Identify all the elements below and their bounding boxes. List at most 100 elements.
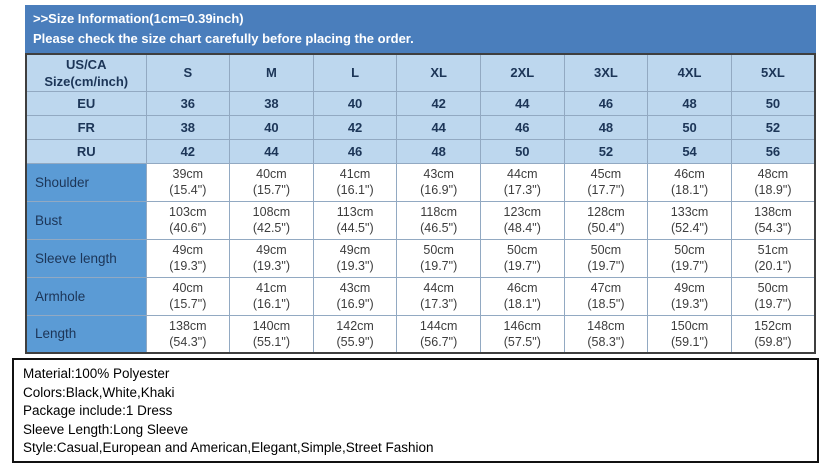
measurement-value-cell: 40cm (15.7") [229, 162, 314, 202]
measurement-row-label: Bust [25, 200, 147, 240]
measurement-inch-value: (15.7") [252, 183, 290, 197]
region-size-cell: 46 [312, 138, 398, 164]
measurement-inch-value: (19.7") [754, 297, 792, 311]
measurement-cm-value: 50cm [507, 243, 538, 257]
measurement-inch-value: (19.7") [587, 259, 625, 273]
measurement-value-cell: 142cm (55.9") [312, 314, 398, 354]
measurement-cm-value: 138cm [754, 205, 792, 219]
measurement-inch-value: (42.5") [252, 221, 290, 235]
measurement-value-cell: 49cm (19.3") [145, 238, 231, 278]
measurement-inch-value: (40.6") [169, 221, 207, 235]
measurement-cm-value: 142cm [336, 318, 374, 333]
measurement-value-cell: 40cm (15.7") [145, 276, 231, 316]
measurement-inch-value: (19.7") [671, 259, 709, 273]
measurement-inch-value: (17.7") [587, 183, 625, 197]
measurement-value-cell: 118cm (46.5") [396, 200, 481, 240]
banner-title: >>Size Information(1cm=0.39inch) [33, 11, 244, 26]
region-size-cell: 38 [145, 114, 231, 140]
region-row: RU 42 44 46 48 50 52 54 56 [25, 138, 816, 164]
measurement-row: Length 138cm (54.3") 140cm (55.1") 142cm (55.9… [25, 314, 816, 354]
measurement-value-cell: 108cm (42.5") [229, 200, 314, 240]
measurement-cm-value: 118cm [420, 205, 457, 219]
measurement-value-cell: 138cm (54.3") [730, 200, 816, 240]
measurement-inch-value: (18.1") [671, 183, 709, 197]
measurement-inch-value: (19.3") [252, 259, 290, 273]
region-size-cell: 50 [647, 114, 732, 140]
measurement-inch-value: (19.3") [169, 259, 207, 273]
measurement-cm-value: 47cm [590, 281, 622, 295]
measurement-value-cell: 43cm (16.9") [312, 276, 398, 316]
measurement-value-cell: 103cm (40.6") [145, 200, 231, 240]
measurement-inch-value: (59.8") [754, 334, 792, 349]
measurement-value-cell: 41cm (16.1") [229, 276, 314, 316]
measurement-inch-value: (46.5") [420, 221, 458, 235]
measurement-inch-value: (48.4") [503, 221, 541, 235]
measurement-cm-value: 49cm [256, 243, 287, 257]
measurement-cm-value: 50cm [674, 243, 705, 257]
measurement-inch-value: (55.9") [336, 334, 374, 349]
measurement-cm-value: 41cm [339, 167, 371, 181]
measurement-value-cell: 50cm (19.7") [563, 238, 649, 278]
measurement-inch-value: (59.1") [671, 334, 709, 349]
banner-subtitle: Please check the size chart carefully be… [33, 31, 414, 46]
measurement-inch-value: (16.1") [336, 183, 374, 197]
measurement-value-cell: 46cm (18.1") [480, 276, 565, 316]
measurement-inch-value: (19.7") [420, 259, 458, 273]
measurement-row-label: Length [25, 314, 147, 354]
measurement-inch-value: (18.9") [754, 183, 792, 197]
size-info-banner: >>Size Information(1cm=0.39inch) Please … [25, 5, 816, 53]
measurement-value-cell: 50cm (19.7") [480, 238, 565, 278]
region-row-label: FR [25, 114, 147, 140]
measurement-value-cell: 49cm (19.3") [647, 276, 732, 316]
measurement-value-cell: 123cm (48.4") [480, 200, 565, 240]
measurement-inch-value: (57.5") [503, 334, 541, 349]
measurement-cm-value: 48cm [757, 167, 789, 181]
region-size-cell: 40 [312, 90, 398, 116]
measurement-cm-value: 39cm [172, 167, 204, 181]
measurement-inch-value: (18.1") [503, 297, 541, 311]
region-size-cell: 42 [145, 138, 231, 164]
measurement-cm-value: 49cm [172, 243, 204, 257]
measurement-cm-value: 50cm [423, 243, 454, 257]
measurement-value-cell: 47cm (18.5") [563, 276, 649, 316]
region-row: EU 36 38 40 42 44 46 48 50 [25, 90, 816, 116]
size-chart-table: US/CA Size(cm/inch) S M L XL 2XL 3XL 4XL 5XL EU 36 3… [25, 53, 816, 354]
measurement-cm-value: 113cm [336, 205, 374, 219]
region-size-cell: 52 [730, 114, 816, 140]
measurement-cm-value: 103cm [169, 205, 207, 219]
region-size-cell: 44 [396, 114, 481, 140]
measurement-row: Sleeve length 49cm (19.3") 49cm (19.3") 49cm (… [25, 238, 816, 278]
measurement-cm-value: 50cm [590, 243, 622, 257]
measurement-value-cell: 140cm (55.1") [229, 314, 314, 354]
product-info-box: Material:100% Polyester Colors:Black,Whi… [12, 358, 819, 463]
measurement-inch-value: (56.7") [420, 334, 458, 349]
measurement-inch-value: (17.3") [503, 183, 541, 197]
measurement-inch-value: (16.1") [252, 297, 290, 311]
region-row: FR 38 40 42 44 46 48 50 52 [25, 114, 816, 140]
measurement-inch-value: (19.3") [336, 259, 374, 273]
corner-header-line: Size(cm/inch) [44, 73, 129, 89]
measurement-value-cell: 51cm (20.1") [730, 238, 816, 278]
measurement-value-cell: 46cm (18.1") [647, 162, 732, 202]
measurement-cm-value: 152cm [754, 318, 792, 333]
measurement-inch-value: (18.5") [587, 297, 625, 311]
measurement-row-label: Sleeve length [25, 238, 147, 278]
region-size-cell: 48 [563, 114, 649, 140]
region-size-cell: 50 [730, 90, 816, 116]
measurement-cm-value: 123cm [503, 205, 542, 219]
measurement-row-label: Armhole [25, 276, 147, 316]
measurement-inch-value: (55.1") [252, 334, 290, 349]
measurement-inch-value: (20.1") [754, 259, 792, 273]
measurement-value-cell: 128cm (50.4") [563, 200, 649, 240]
measurement-cm-value: 144cm [419, 318, 458, 333]
measurement-value-cell: 144cm (56.7") [396, 314, 481, 354]
region-size-cell: 44 [229, 138, 314, 164]
measurement-value-cell: 152cm (59.8") [730, 314, 816, 354]
measurement-cm-value: 43cm [423, 167, 454, 181]
measurement-value-cell: 44cm (17.3") [396, 276, 481, 316]
measurement-cm-value: 40cm [256, 167, 287, 181]
measurement-cm-value: 49cm [674, 281, 705, 295]
measurement-inch-value: (19.3") [671, 297, 709, 311]
size-column-header: M [229, 53, 314, 92]
size-header-row: US/CA Size(cm/inch) S M L XL 2XL 3XL 4XL 5XL [25, 53, 816, 92]
